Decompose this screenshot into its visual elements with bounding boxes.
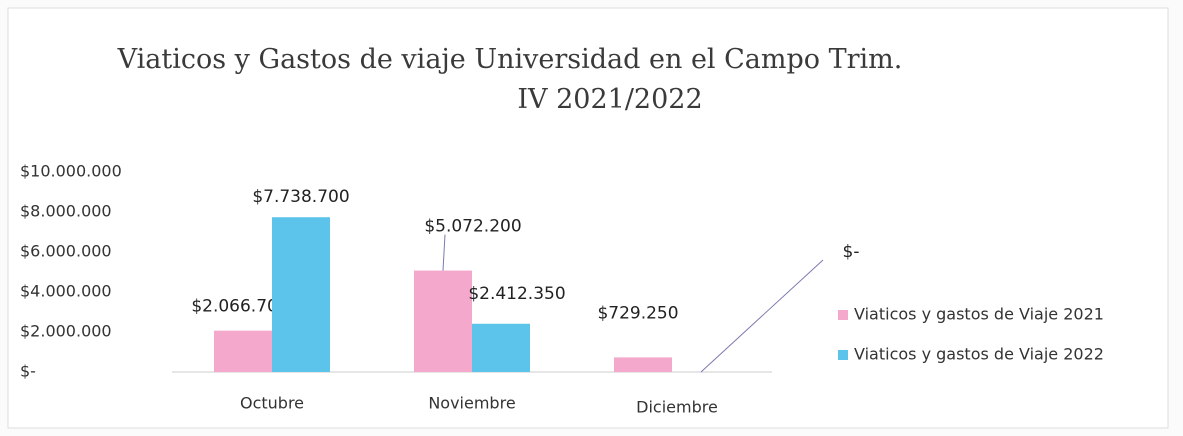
leader-line	[442, 234, 446, 271]
value-label: $2.066.700	[191, 297, 288, 317]
bar	[272, 217, 330, 372]
value-label: $729.250	[597, 303, 678, 323]
legend-swatch	[838, 350, 848, 360]
leader-line	[700, 259, 824, 373]
y-tick-label: $10.000.000	[20, 162, 122, 181]
legend-label: Viaticos y gastos de Viaje 2021	[854, 305, 1104, 324]
x-tick-label: Octubre	[240, 394, 304, 413]
chart-frame	[7, 7, 1169, 429]
y-tick-label: $6.000.000	[20, 242, 112, 261]
value-label: $5.072.200	[424, 217, 521, 237]
legend-label: Viaticos y gastos de Viaje 2022	[854, 345, 1104, 364]
legend-swatch	[838, 310, 848, 320]
bar	[214, 330, 272, 372]
bar	[614, 357, 672, 372]
bar	[472, 323, 530, 372]
y-tick-label: $8.000.000	[20, 202, 112, 221]
bar	[414, 270, 472, 372]
y-tick-label: $-	[20, 362, 36, 381]
y-tick-label: $2.000.000	[20, 322, 112, 341]
x-tick-label: Diciembre	[636, 398, 718, 417]
value-label: $2.412.350	[468, 284, 565, 304]
x-tick-label: Noviembre	[428, 394, 515, 413]
value-label: $-	[843, 242, 860, 262]
value-label: $7.738.700	[252, 187, 349, 207]
y-tick-label: $4.000.000	[20, 282, 112, 301]
chart-title: Viaticos y Gastos de viaje Universidad e…	[117, 44, 903, 115]
